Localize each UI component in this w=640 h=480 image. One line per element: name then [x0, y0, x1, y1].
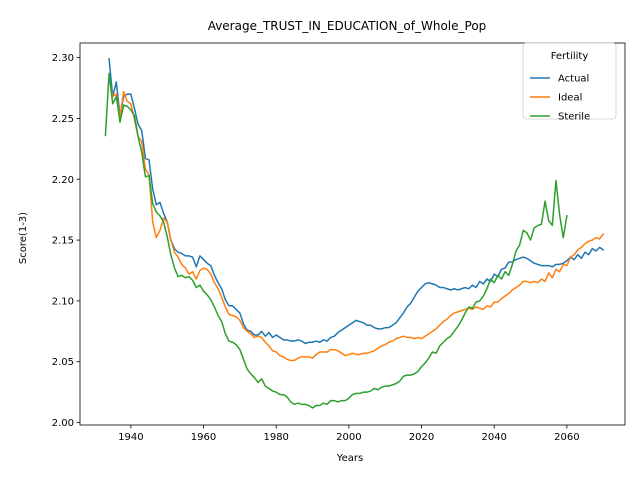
y-tick-label: 2.20: [52, 175, 74, 186]
x-axis-title: Years: [336, 453, 363, 464]
y-tick-label: 2.15: [52, 236, 74, 247]
x-axis: 1940 1960 1980 2000 2020 2040 2060: [118, 425, 580, 443]
y-tick-label: 2.00: [52, 418, 74, 429]
series-line-ideal: [108, 77, 605, 362]
legend-label-ideal: Ideal: [558, 93, 582, 104]
x-tick-label: 1960: [191, 432, 216, 443]
series-lines: [104, 58, 605, 409]
legend-label-actual: Actual: [558, 74, 589, 85]
x-tick-label: 2040: [481, 432, 506, 443]
x-tick-label: 2000: [336, 432, 361, 443]
legend-box: [522, 42, 617, 120]
legend-label-sterile: Sterile: [558, 112, 590, 123]
x-tick-label: 1940: [118, 432, 143, 443]
y-tick-label: 2.05: [52, 357, 74, 368]
x-tick-label: 2060: [554, 432, 579, 443]
legend: Fertility Actual Ideal Sterile: [522, 42, 617, 123]
x-tick-label: 2020: [409, 432, 434, 443]
y-axis-title: Score(1-3): [18, 212, 29, 264]
series-line-actual: [108, 58, 605, 345]
x-tick-label: 1980: [263, 432, 288, 443]
chart-title: Average_TRUST_IN_EDUCATION_of_Whole_Pop: [208, 19, 487, 33]
y-tick-label: 2.25: [52, 114, 74, 125]
y-axis: 2.00 2.05 2.10 2.15 2.20 2.25 2.30: [52, 53, 80, 429]
plot-area: [79, 42, 626, 426]
y-tick-label: 2.10: [52, 296, 74, 307]
legend-title: Fertility: [551, 51, 589, 62]
y-tick-label: 2.30: [52, 53, 74, 64]
series-line-sterile: [104, 72, 568, 409]
